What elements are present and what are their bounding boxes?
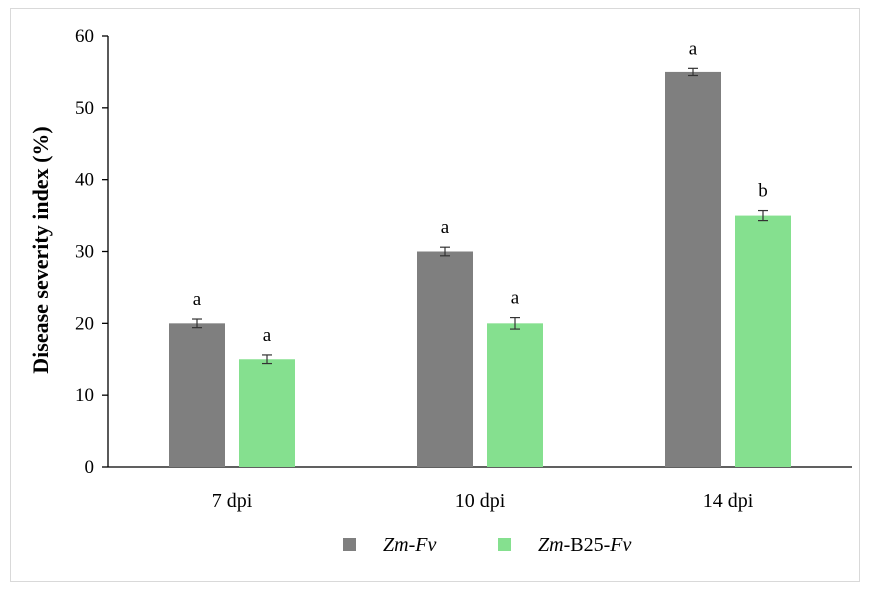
legend-label: Zm-Fv xyxy=(383,534,436,556)
significance-label: a xyxy=(193,289,202,310)
bar xyxy=(239,359,295,467)
legend: Zm-Fv Zm-B25-Fv xyxy=(343,534,631,556)
significance-label: a xyxy=(689,38,698,59)
significance-label: a xyxy=(441,217,450,238)
significance-label: a xyxy=(511,288,520,309)
legend-label: Zm-B25-Fv xyxy=(538,534,631,556)
y-tick-label: 40 xyxy=(75,170,94,191)
y-axis: 0 10 20 30 40 50 60 xyxy=(75,26,109,478)
y-tick-label: 0 xyxy=(85,457,95,478)
y-tick-label: 10 xyxy=(75,385,94,406)
bar xyxy=(735,215,791,467)
x-axis: 7 dpi 10 dpi 14 dpi xyxy=(108,466,852,512)
y-tick-label: 60 xyxy=(75,26,94,47)
legend-swatch xyxy=(343,538,356,551)
bar xyxy=(487,323,543,467)
bars: a a a a a b xyxy=(169,38,791,468)
y-axis-label: Disease severity index (%) xyxy=(28,126,53,373)
significance-label: b xyxy=(758,181,768,202)
significance-label: a xyxy=(263,325,272,346)
x-tick-label: 14 dpi xyxy=(703,490,754,512)
y-tick-label: 20 xyxy=(75,313,94,334)
bar xyxy=(417,251,473,467)
y-tick-label: 50 xyxy=(75,98,94,119)
x-tick-label: 10 dpi xyxy=(455,490,506,512)
y-tick-label: 30 xyxy=(75,242,94,263)
legend-swatch xyxy=(498,538,511,551)
bar xyxy=(169,323,225,467)
x-tick-label: 7 dpi xyxy=(212,490,253,512)
bar xyxy=(665,71,721,468)
